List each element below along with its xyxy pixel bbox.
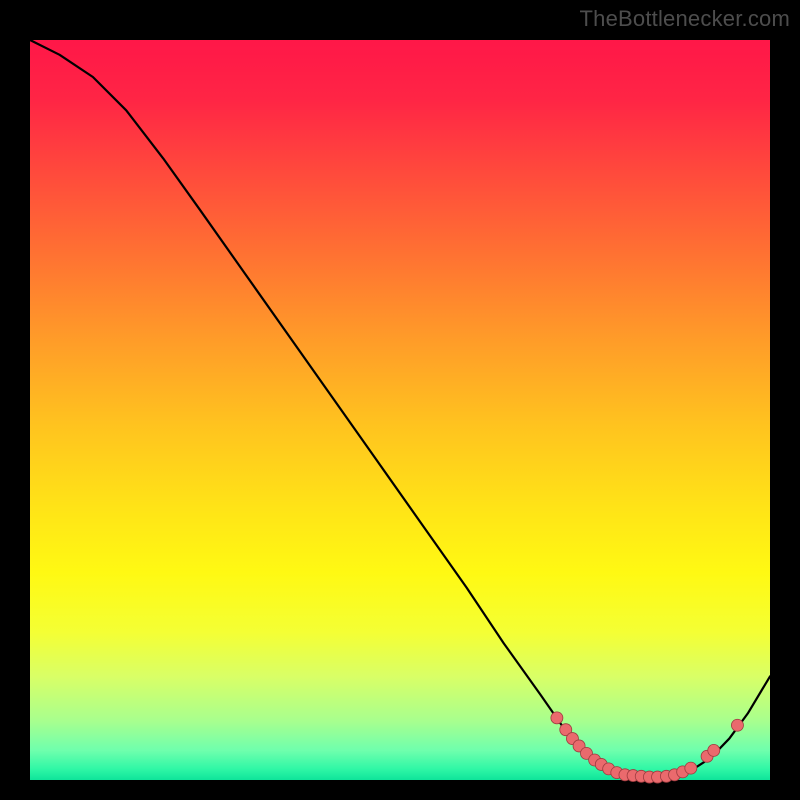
bottleneck-curve-chart — [0, 0, 800, 800]
data-marker — [685, 762, 697, 774]
data-marker — [708, 744, 720, 756]
attribution-text: TheBottlenecker.com — [580, 6, 790, 32]
data-marker — [731, 719, 743, 731]
data-marker — [551, 712, 563, 724]
chart-container: TheBottlenecker.com — [0, 0, 800, 800]
plot-area — [30, 40, 770, 780]
